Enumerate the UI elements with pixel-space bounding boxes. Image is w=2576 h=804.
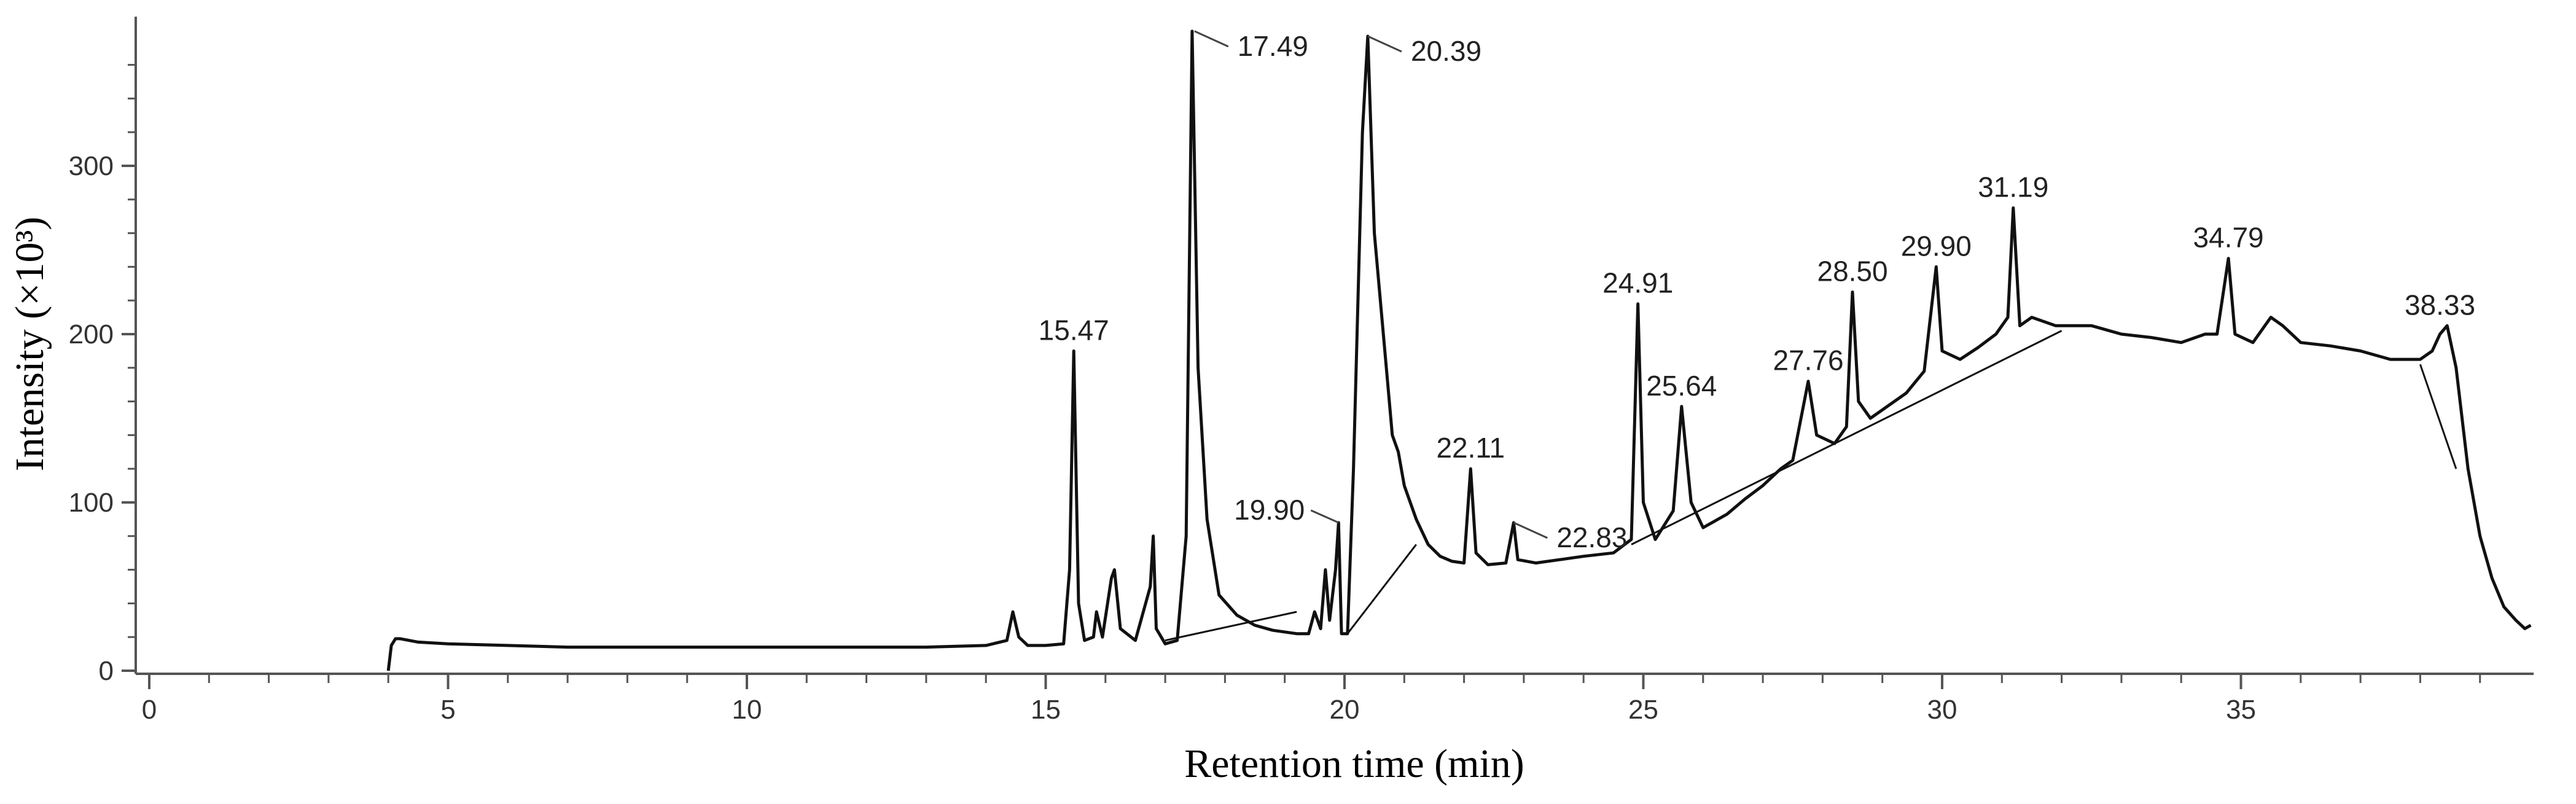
peak-label: 34.79 <box>2193 222 2264 254</box>
baseline-layer <box>1165 330 2457 642</box>
x-tick-label: 25 <box>1628 695 1658 725</box>
peak-label: 29.90 <box>1901 230 1972 262</box>
integration-baseline <box>2419 364 2457 469</box>
peak-label: 28.50 <box>1817 256 1887 287</box>
peak-label: 15.47 <box>1039 314 1109 346</box>
axes-layer: 0 100 200 300 0 5 10 15 20 25 30 35 <box>69 17 2534 725</box>
peak-label: 31.19 <box>1978 171 2048 203</box>
x-tick-label: 15 <box>1031 695 1061 725</box>
integration-baseline <box>1631 330 2063 545</box>
integration-baseline <box>1165 611 1297 642</box>
peak-leader-line <box>1310 509 1339 524</box>
x-tick-label: 10 <box>732 695 762 725</box>
x-tick-label: 5 <box>440 695 455 725</box>
y-tick-label: 300 <box>69 151 114 181</box>
x-tick-label: 30 <box>1927 695 1957 725</box>
x-tick-label: 0 <box>142 695 157 725</box>
peak-label: 22.11 <box>1436 432 1505 464</box>
y-tick-label: 200 <box>69 319 114 349</box>
series-layer <box>386 29 2532 671</box>
peak-label: 38.33 <box>2405 289 2475 321</box>
x-tick-label: 35 <box>2226 695 2256 725</box>
peak-label: 20.39 <box>1411 35 1481 67</box>
peak-label-layer: 15.47 17.49 19.90 20.39 22.11 22.83 24.91 25.64… <box>1039 30 2475 553</box>
y-axis-title: Intensity (×10³) <box>7 217 52 471</box>
peak-label: 25.64 <box>1646 370 1717 402</box>
peak-leader-line <box>1367 35 1402 53</box>
peak-leader-line <box>1513 521 1548 539</box>
integration-baseline <box>1346 544 1417 634</box>
x-tick-label: 20 <box>1330 695 1360 725</box>
chromatogram-trace <box>386 29 2532 671</box>
peak-label: 17.49 <box>1238 30 1308 62</box>
peak-label: 19.90 <box>1234 494 1305 526</box>
peak-leader-line <box>1194 30 1229 48</box>
peak-label: 27.76 <box>1773 345 1843 377</box>
peak-label: 22.83 <box>1556 521 1627 553</box>
y-tick-label: 100 <box>69 488 114 518</box>
x-axis-title: Retention time (min) <box>1184 741 1524 786</box>
y-tick-label: 0 <box>99 656 114 686</box>
peak-label: 24.91 <box>1602 267 1673 299</box>
